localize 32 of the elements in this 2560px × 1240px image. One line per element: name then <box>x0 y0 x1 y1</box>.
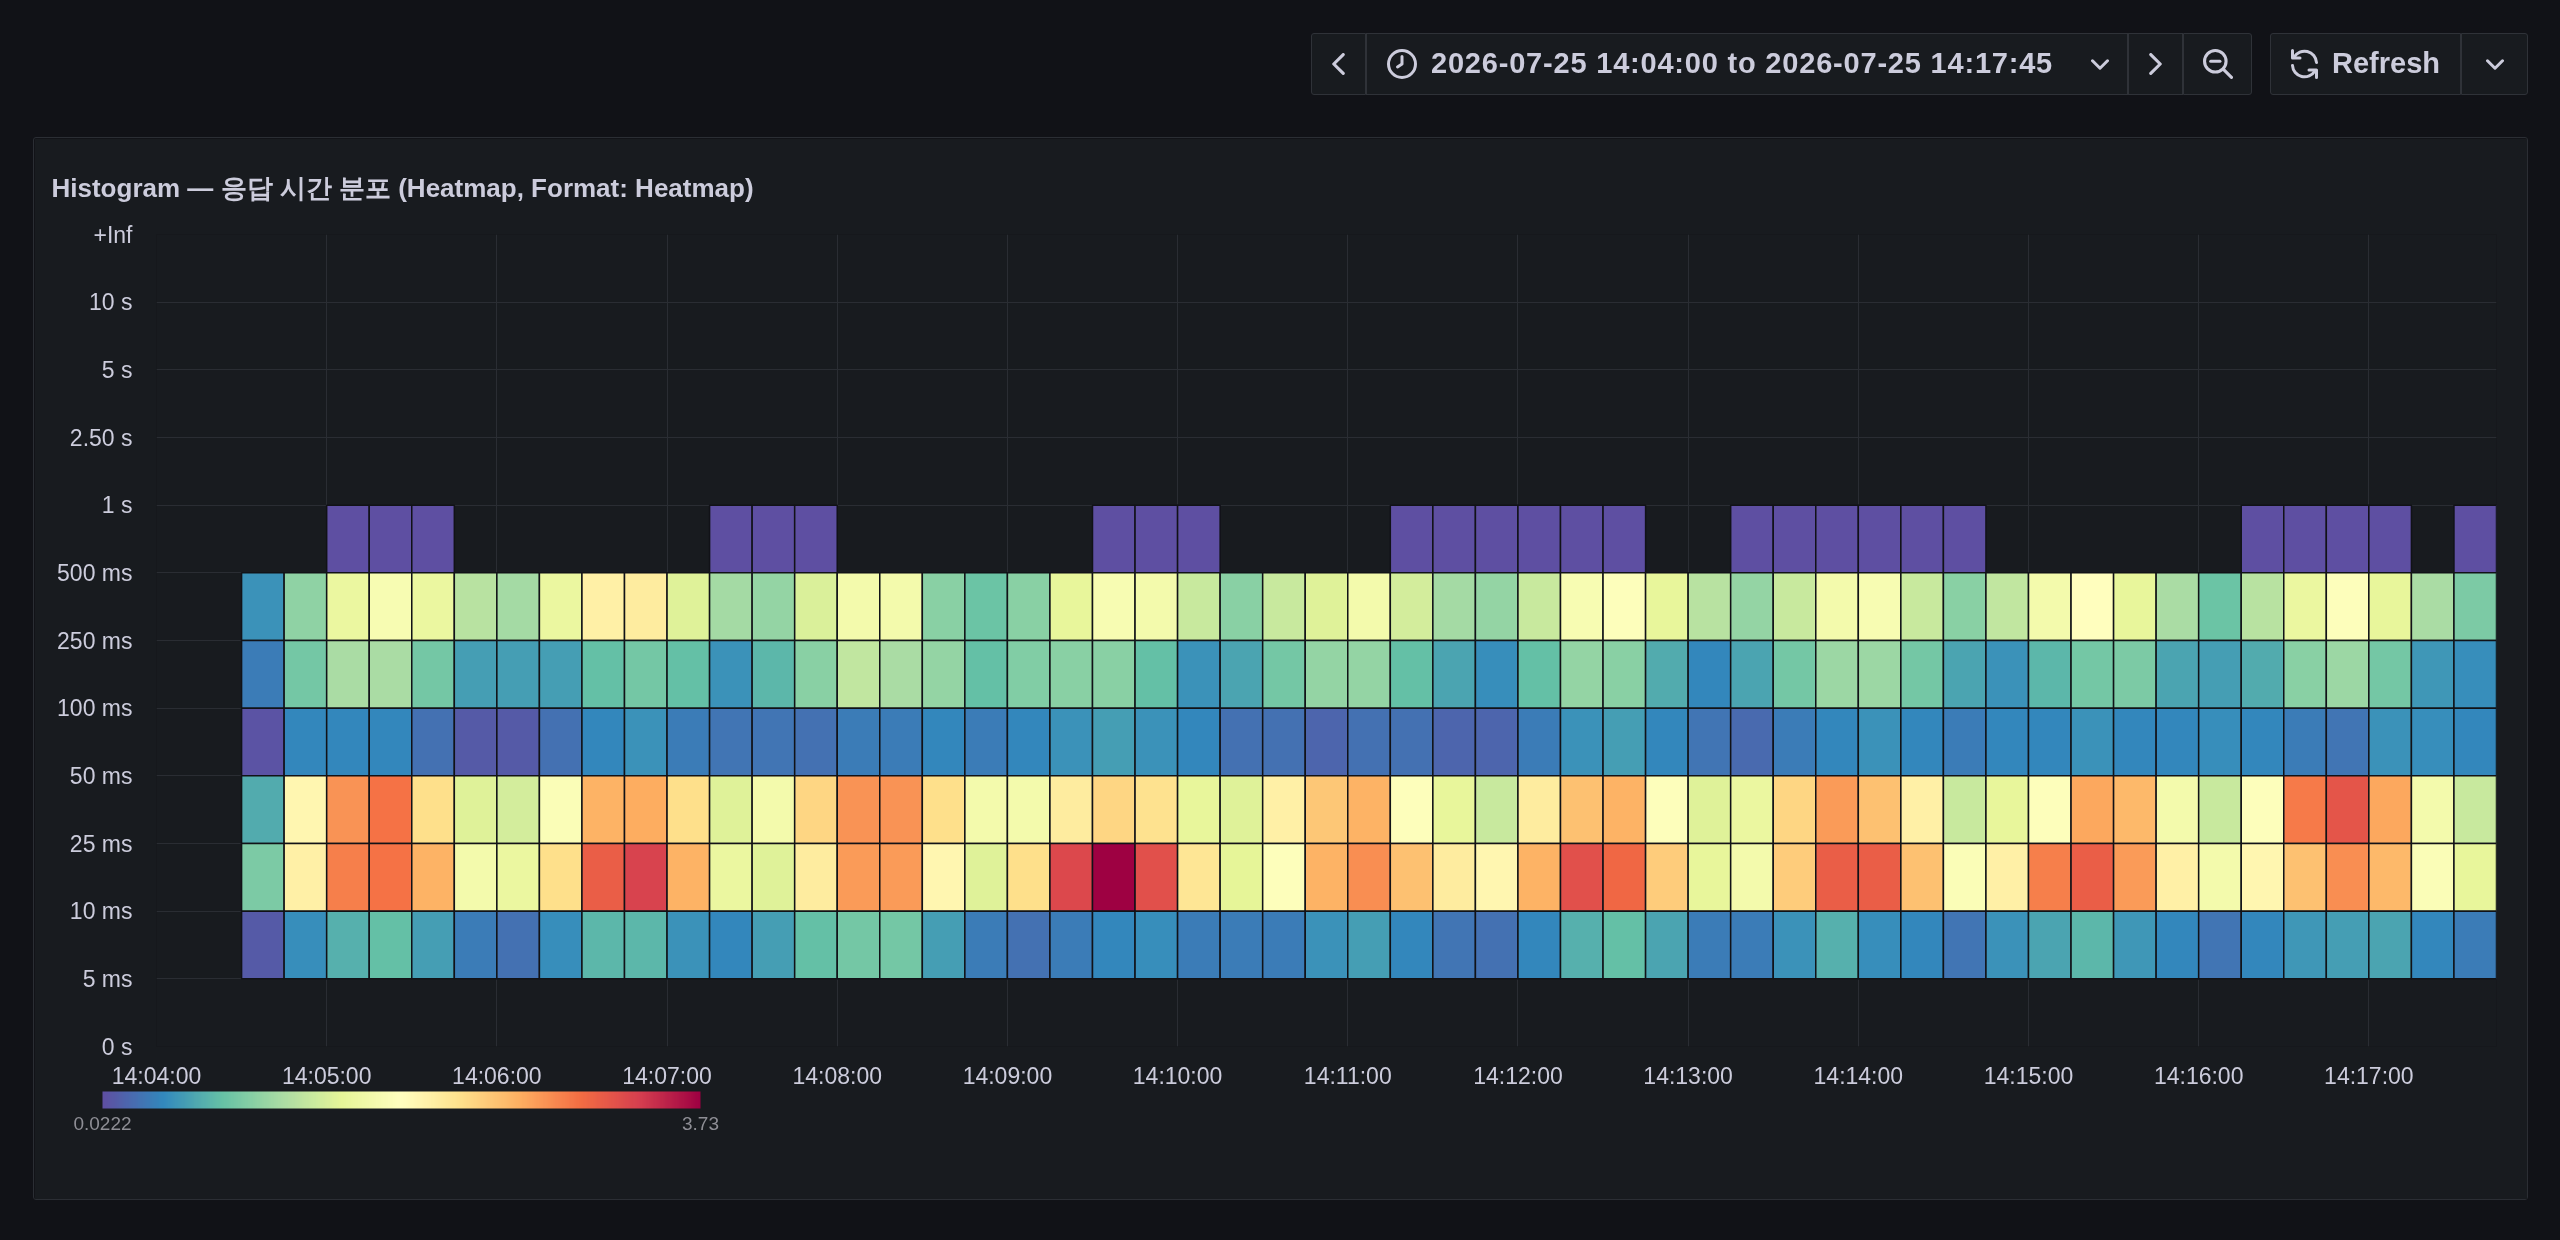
x-tick-label: 14:14:00 <box>1813 1062 1904 1089</box>
x-tick-label: 14:05:00 <box>281 1062 372 1089</box>
x-tick-label: 14:06:00 <box>452 1062 542 1089</box>
x-tick-label: 14:04:00 <box>111 1062 202 1089</box>
y-tick-label: 100 ms <box>57 695 133 722</box>
x-tick-label: 14:10:00 <box>1132 1062 1223 1089</box>
x-tick-label: 14:09:00 <box>962 1062 1053 1089</box>
y-tick-label: 10 ms <box>69 898 133 925</box>
y-tick-label: 5 ms <box>82 965 133 992</box>
x-tick-label: 14:13:00 <box>1643 1062 1733 1089</box>
x-tick-label: 14:11:00 <box>1303 1062 1392 1089</box>
x-tick-label: 14:15:00 <box>1983 1062 2074 1089</box>
chart-title: Histogram — 응답 시간 분포 (Heatmap, Format: Heatmap) <box>51 172 754 203</box>
time-range-picker: 2026-07-25 14:04:00 to 2026-07-25 14:17:45 <box>1366 33 2128 95</box>
y-tick-label: 500 ms <box>57 559 133 586</box>
y-tick-label: 50 ms <box>69 762 133 789</box>
y-tick-label: 10 s <box>89 289 133 316</box>
y-tick-label: 5 s <box>101 356 133 383</box>
y-tick-label: 1 s <box>101 492 133 519</box>
y-tick-label: +Inf <box>93 221 134 248</box>
color-bar-label: 3.73 <box>682 1112 719 1134</box>
x-tick-label: 14:08:00 <box>792 1062 882 1089</box>
color-bar-label: 0.0222 <box>73 1112 132 1134</box>
button-refresh: Refresh <box>2270 33 2461 95</box>
y-tick-label: 25 ms <box>69 830 133 857</box>
x-tick-label: 14:07:00 <box>622 1062 712 1089</box>
text: 0 s <box>101 1033 133 1060</box>
y-tick-label: 250 ms <box>57 627 133 654</box>
x-tick-label: 14:16:00 <box>2153 1062 2244 1089</box>
y-tick-label: 2.50 s <box>69 424 133 451</box>
x-tick-label: 14:17:00 <box>2324 1062 2414 1089</box>
x-tick-label: 14:12:00 <box>1473 1062 1563 1089</box>
